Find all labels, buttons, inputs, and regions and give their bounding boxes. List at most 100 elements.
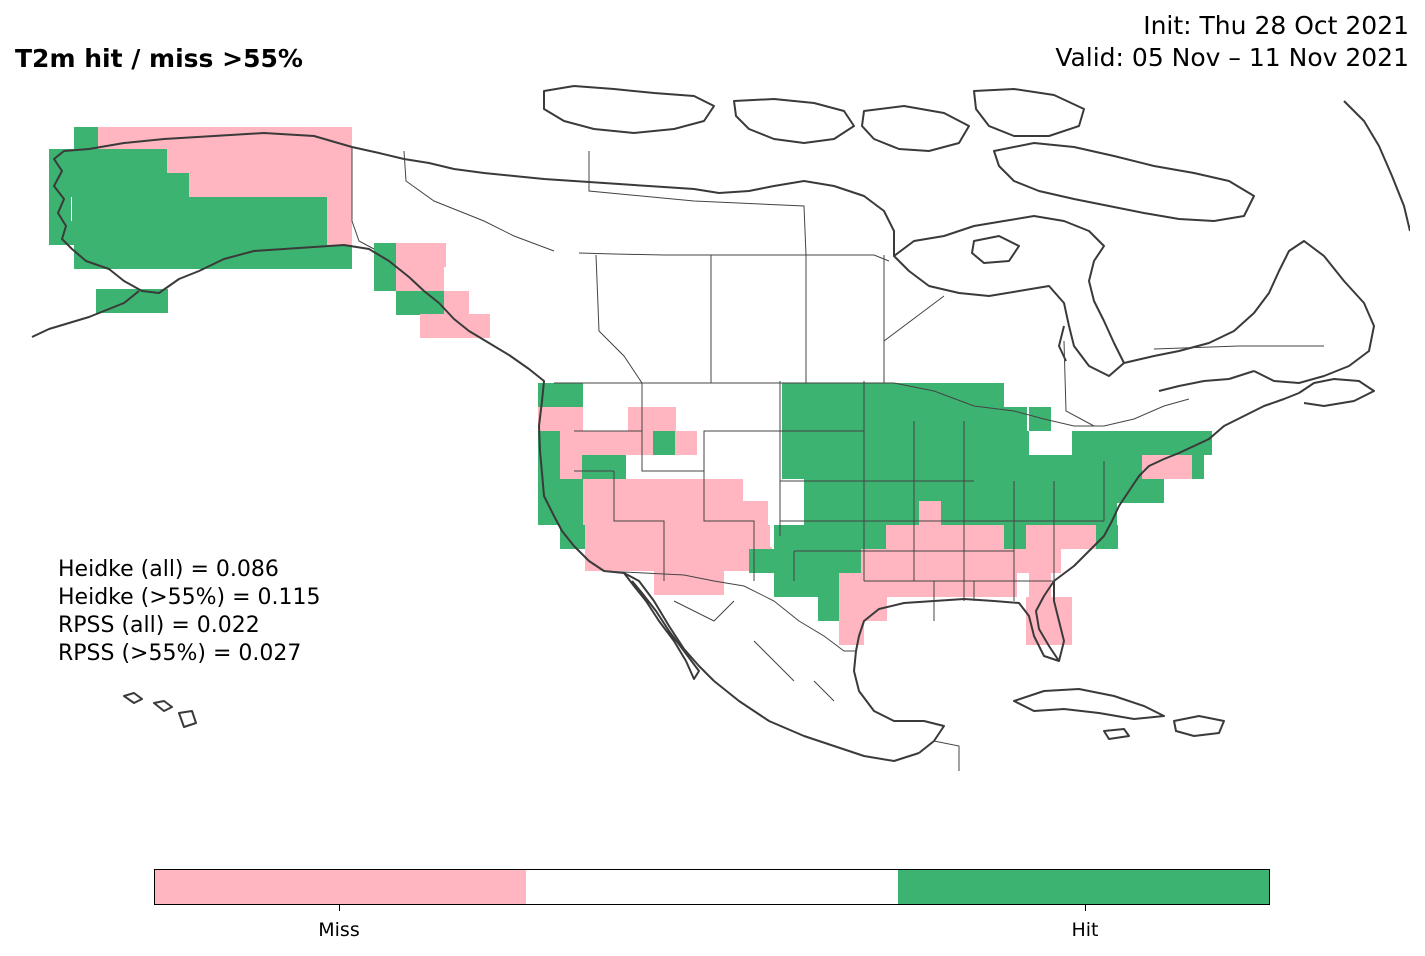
miss-cell bbox=[1026, 597, 1072, 621]
mexico-states bbox=[673, 600, 960, 771]
hit-cell bbox=[1072, 431, 1212, 455]
arctic-island-4 bbox=[973, 88, 1085, 137]
greenland-coast bbox=[1343, 100, 1410, 232]
st-lawrence bbox=[1158, 370, 1255, 392]
heidke-55: Heidke (>55%) = 0.115 bbox=[58, 585, 321, 610]
miss-cell bbox=[628, 407, 676, 431]
hit-cell bbox=[804, 455, 1204, 479]
miss-cell bbox=[585, 525, 770, 549]
us-states bbox=[574, 381, 1105, 621]
heidke-all: Heidke (all) = 0.086 bbox=[58, 557, 279, 582]
cuba bbox=[1013, 688, 1165, 720]
miss-cell bbox=[861, 549, 1061, 573]
hit-cell bbox=[749, 549, 861, 573]
miss-cell bbox=[327, 197, 352, 221]
colorbar-label-miss: Miss bbox=[318, 919, 360, 941]
miss-cell bbox=[839, 573, 887, 597]
us-canada-49th bbox=[554, 382, 1190, 427]
hit-cell bbox=[782, 407, 822, 431]
arctic-coast bbox=[351, 146, 895, 256]
miss-cell bbox=[654, 571, 724, 595]
miss-cell bbox=[1142, 455, 1192, 479]
alaska-canada-border bbox=[351, 147, 375, 250]
atlantic-coast bbox=[1053, 392, 1300, 582]
political-borders bbox=[351, 147, 1324, 771]
baja-california bbox=[623, 572, 700, 680]
hit-cell bbox=[538, 383, 583, 407]
miss-cell bbox=[560, 455, 582, 479]
miss-cell bbox=[886, 525, 1051, 549]
rpss-all: RPSS (all) = 0.022 bbox=[58, 613, 260, 638]
miss-cell bbox=[420, 314, 490, 338]
date-block: Init: Thu 28 Oct 2021 Valid: 05 Nov – 11… bbox=[1055, 10, 1409, 74]
miss-cell bbox=[585, 547, 750, 571]
miss-cell bbox=[583, 479, 743, 503]
rpss-55: RPSS (>55%) = 0.027 bbox=[58, 641, 302, 666]
hit-cell bbox=[1029, 407, 1051, 431]
hit-cell bbox=[396, 291, 444, 315]
james-bay bbox=[1058, 325, 1067, 362]
hit-cell bbox=[74, 127, 98, 149]
colorbar-hit bbox=[897, 870, 1269, 904]
hit-cell bbox=[49, 221, 329, 245]
hit-cell bbox=[846, 525, 886, 549]
hit-cell bbox=[782, 383, 1004, 407]
aleutian-chain bbox=[31, 290, 140, 338]
miss-cell bbox=[1051, 525, 1096, 549]
valid-date: Valid: 05 Nov – 11 Nov 2021 bbox=[1055, 43, 1409, 72]
southampton-island bbox=[971, 235, 1020, 264]
hit-cell bbox=[374, 267, 396, 291]
mexico-pacific bbox=[713, 680, 920, 762]
hit-cell bbox=[167, 173, 189, 197]
colorbar-neutral bbox=[526, 870, 898, 904]
skill-scores: Heidke (all) = 0.086 Heidke (>55%) = 0.1… bbox=[58, 556, 321, 668]
colorbar-tick-hit bbox=[1085, 905, 1086, 911]
miss-cell bbox=[98, 127, 352, 149]
hit-cell bbox=[782, 455, 804, 479]
hit-cell bbox=[538, 431, 560, 455]
coastlines bbox=[31, 85, 1410, 762]
miss-cell bbox=[919, 501, 941, 525]
hit-cell bbox=[74, 245, 352, 269]
hit-cell bbox=[189, 197, 327, 221]
hit-cell bbox=[582, 455, 604, 479]
miss-cell bbox=[1029, 573, 1051, 597]
canada-us-border bbox=[578, 252, 890, 262]
map-panel bbox=[14, 81, 1410, 778]
hit-cell bbox=[804, 479, 1164, 503]
hit-cell bbox=[72, 197, 167, 221]
miss-cell bbox=[189, 173, 352, 197]
map-svg bbox=[31, 85, 1410, 771]
arctic-island-3 bbox=[861, 105, 970, 152]
colorbar-label-hit: Hit bbox=[1071, 919, 1099, 941]
hit-cell bbox=[774, 525, 846, 549]
miss-cell bbox=[675, 431, 697, 455]
miss-cell bbox=[560, 431, 628, 455]
nova-scotia bbox=[1298, 378, 1375, 407]
florida bbox=[1035, 580, 1060, 662]
hit-cell bbox=[49, 149, 167, 173]
hudson-bay bbox=[893, 215, 1125, 377]
miss-cell bbox=[628, 431, 653, 455]
miss-cell bbox=[444, 291, 469, 315]
colorbar-miss bbox=[155, 870, 527, 904]
miss-cell bbox=[887, 573, 1017, 597]
miss-cell bbox=[538, 407, 583, 431]
miss-cell bbox=[396, 243, 446, 267]
hit-cell bbox=[1004, 525, 1026, 549]
hispaniola bbox=[1173, 715, 1225, 737]
hit-cell bbox=[538, 501, 583, 525]
pacific-coast bbox=[438, 302, 715, 682]
labrador-coast bbox=[1123, 240, 1375, 384]
hawaii bbox=[123, 692, 197, 728]
hit-cell bbox=[49, 173, 167, 197]
hit-cell bbox=[606, 455, 626, 479]
miss-cell bbox=[327, 221, 352, 245]
canada-provinces bbox=[403, 150, 1324, 427]
hit-cell bbox=[1096, 525, 1118, 549]
hit-cell bbox=[794, 431, 1029, 455]
colorbar-tick-miss bbox=[339, 905, 340, 911]
colorbar bbox=[154, 869, 1270, 905]
init-date: Init: Thu 28 Oct 2021 bbox=[1143, 11, 1409, 40]
hit-cell bbox=[167, 197, 189, 221]
